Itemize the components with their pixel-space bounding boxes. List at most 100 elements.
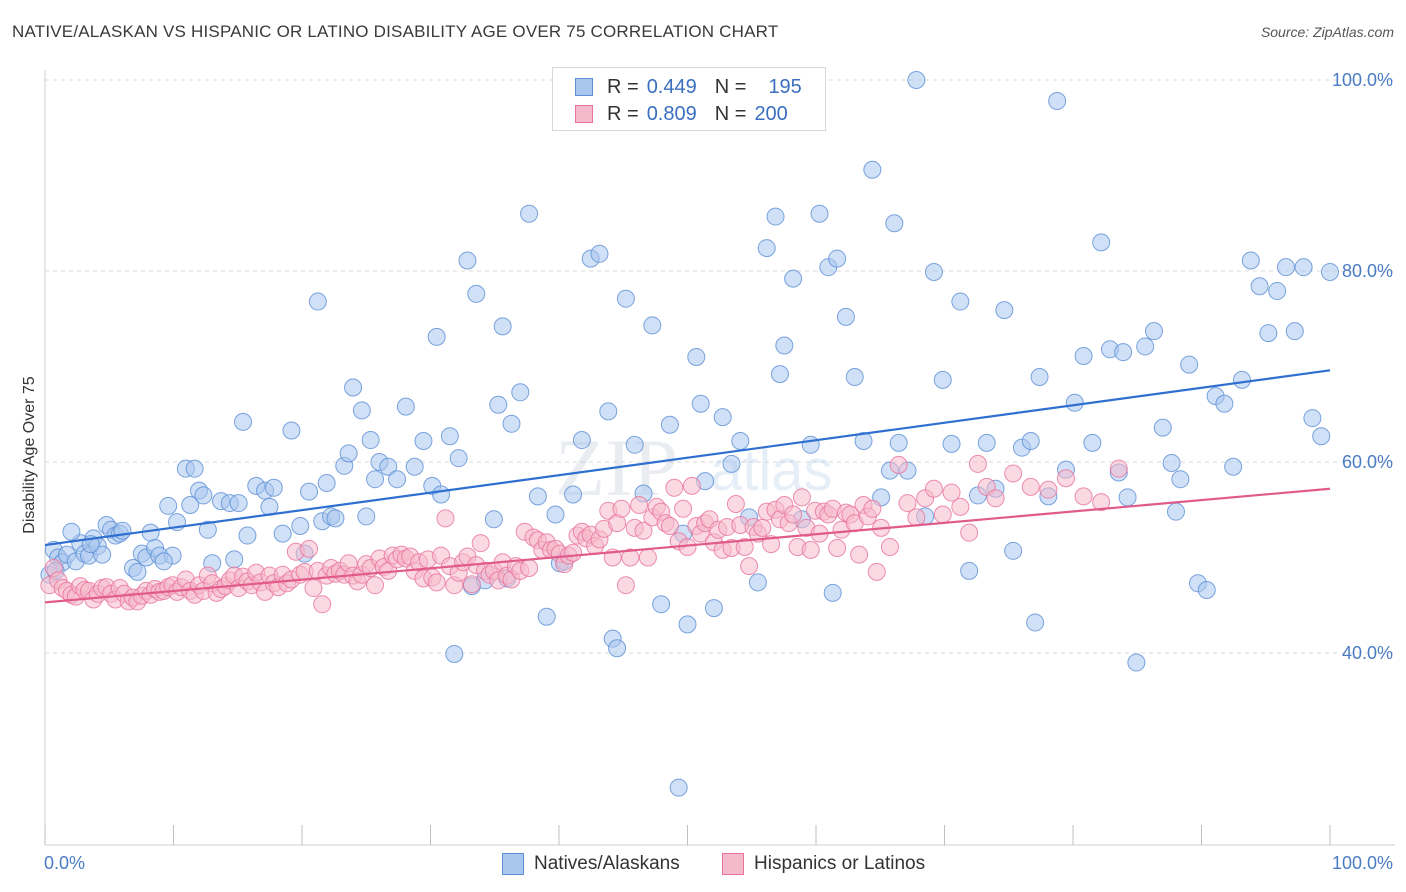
natives-point — [652, 595, 671, 614]
n-value: 195 — [768, 75, 802, 98]
natives-point — [1180, 355, 1199, 374]
natives-point — [388, 470, 407, 489]
natives-point — [625, 435, 644, 454]
natives-point — [159, 496, 178, 515]
hispanics-point — [1109, 459, 1128, 478]
natives-point — [775, 336, 794, 355]
natives-point — [616, 289, 635, 308]
hispanics-point — [907, 508, 926, 527]
natives-point — [432, 485, 451, 504]
hispanics-point — [1056, 469, 1075, 488]
legend-swatch-blue — [575, 78, 593, 96]
natives-point — [1224, 457, 1243, 476]
x-tick-label-start: 0.0% — [44, 853, 85, 873]
natives-point — [766, 207, 785, 226]
hispanics-point — [753, 518, 772, 537]
natives-point — [836, 307, 855, 326]
natives-point — [357, 507, 376, 526]
natives-point — [185, 459, 204, 478]
hispanics-point — [436, 509, 455, 528]
natives-point — [154, 552, 173, 571]
hispanics-point — [986, 489, 1005, 508]
natives-point — [1048, 92, 1067, 111]
natives-point — [1241, 251, 1260, 270]
hispanics-point — [300, 539, 319, 558]
natives-point — [128, 562, 147, 581]
y-axis-label: Disability Age Over 75 — [21, 376, 38, 534]
hispanics-point — [682, 476, 701, 495]
source-label: Source: ZipAtlas.com — [1260, 24, 1394, 40]
natives-point — [1004, 541, 1023, 560]
r-value: 0.449 — [646, 75, 697, 98]
natives-point — [484, 510, 503, 529]
hispanics-point — [366, 576, 385, 595]
hispanics-point — [735, 537, 754, 556]
hispanics-point — [1092, 493, 1111, 512]
hispanics-trend-line — [44, 487, 1331, 604]
natives-point — [1215, 394, 1234, 413]
hispanics-point — [634, 521, 653, 540]
hispanics-point — [674, 499, 693, 518]
hispanics-point — [1074, 487, 1093, 506]
natives-point — [1162, 453, 1181, 472]
hispanics-point — [621, 548, 640, 567]
natives-point — [93, 545, 112, 564]
hispanics-point — [933, 505, 952, 524]
natives-point — [62, 522, 81, 541]
natives-point — [198, 520, 217, 539]
natives-point — [942, 434, 961, 453]
natives-point — [1092, 233, 1111, 252]
bottom-legend-natives: Natives/Alaskans — [502, 852, 680, 876]
y-tick-label: 100.0% — [1332, 70, 1393, 90]
natives-point — [678, 615, 697, 634]
natives-point — [405, 457, 424, 476]
hispanics-point — [898, 494, 917, 513]
r-label: R = — [607, 75, 639, 98]
r-label: R = — [607, 102, 639, 125]
hispanics-point — [665, 478, 684, 497]
hispanics-point — [630, 495, 649, 514]
hispanics-point — [880, 537, 899, 556]
hispanics-point — [638, 548, 657, 567]
natives-point — [282, 421, 301, 440]
natives-point — [537, 607, 556, 626]
natives-point — [273, 524, 292, 543]
natives-point — [885, 214, 904, 233]
hispanics-point — [942, 483, 961, 502]
legend-row-hispanics: R = 0.809 N = 200 — [575, 101, 788, 127]
hispanics-point — [1039, 480, 1058, 499]
natives-point — [995, 301, 1014, 320]
hispanics-point — [462, 575, 481, 594]
natives-point — [1259, 324, 1278, 343]
hispanics-point — [784, 505, 803, 524]
r-value: 0.809 — [646, 102, 697, 125]
hispanics-point — [924, 479, 943, 498]
natives-point — [502, 414, 521, 433]
natives-point — [722, 454, 741, 473]
natives-point — [1144, 322, 1163, 341]
natives-point — [1083, 433, 1102, 452]
natives-point — [317, 474, 336, 493]
hispanics-point — [863, 499, 882, 518]
natives-point — [1118, 488, 1137, 507]
natives-point — [113, 521, 132, 540]
bottom-legend-hispanics: Hispanics or Latinos — [722, 852, 925, 876]
natives-point — [1114, 343, 1133, 362]
bottom-swatch-pink — [722, 853, 744, 875]
natives-point — [863, 160, 882, 179]
natives-point — [784, 269, 803, 288]
hispanics-point — [960, 523, 979, 542]
natives-point — [238, 526, 257, 545]
natives-point — [1250, 277, 1269, 296]
y-tick-label: 60.0% — [1342, 452, 1393, 472]
natives-point — [1232, 370, 1251, 389]
hispanics-point — [564, 543, 583, 562]
hispanics-point — [762, 535, 781, 554]
hispanics-point — [740, 557, 759, 576]
hispanics-point — [951, 497, 970, 516]
natives-point — [1136, 337, 1155, 356]
natives-point — [1030, 368, 1049, 387]
natives-point — [564, 485, 583, 504]
legend-row-natives: R = 0.449 N = 195 — [575, 74, 802, 100]
